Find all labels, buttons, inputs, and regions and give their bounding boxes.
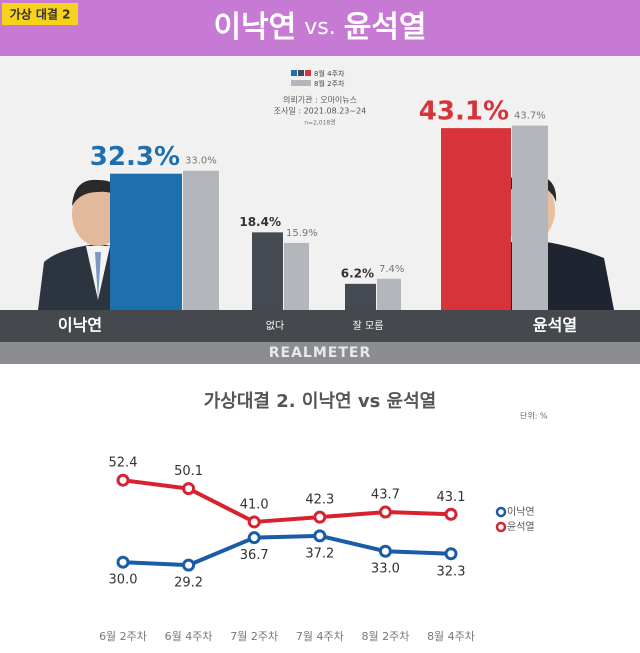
x-tick-label: 8월 4주차 bbox=[427, 630, 475, 643]
banner-title: 이낙연 vs. 윤석열 bbox=[213, 10, 426, 45]
value-label: 43.7% bbox=[514, 111, 546, 122]
legend-label: 윤석열 bbox=[507, 521, 535, 533]
value-label: 36.7 bbox=[240, 548, 269, 563]
value-label: 43.1 bbox=[437, 490, 466, 505]
value-label: 50.1 bbox=[174, 464, 203, 479]
point bbox=[116, 555, 130, 569]
x-tick-label: 6월 2주차 bbox=[99, 630, 147, 643]
x-tick-label: 6월 4주차 bbox=[165, 630, 213, 643]
value-label: 43.7 bbox=[371, 488, 400, 503]
category-label: 잘 모름 bbox=[353, 320, 384, 332]
survey-date: 조사일 : 2021.08.23~24 bbox=[274, 107, 367, 116]
value-label: 43.1% bbox=[419, 97, 509, 127]
brand-strip bbox=[0, 342, 640, 364]
category-label: 이낙연 bbox=[58, 316, 102, 335]
title-right: 윤석열 bbox=[344, 10, 427, 45]
x-tick-label: 7월 4주차 bbox=[296, 630, 344, 643]
category-label: 윤석열 bbox=[533, 316, 577, 335]
unit: 단위: % bbox=[520, 411, 548, 421]
tag-box bbox=[2, 3, 78, 25]
point bbox=[444, 547, 458, 561]
bar bbox=[377, 278, 401, 310]
legend-swatch bbox=[298, 70, 304, 76]
point bbox=[313, 510, 327, 524]
label-strip bbox=[0, 310, 640, 342]
point bbox=[182, 558, 196, 572]
banner bbox=[0, 0, 640, 56]
value-label: 30.0 bbox=[109, 573, 138, 588]
bar bbox=[284, 242, 309, 310]
legend-swatch bbox=[291, 80, 311, 86]
x-tick-label: 7월 2주차 bbox=[230, 630, 278, 643]
legend-label: 이낙연 bbox=[507, 506, 535, 518]
value-label: 33.0% bbox=[185, 156, 217, 167]
legend-marker bbox=[495, 506, 507, 518]
legend-swatch bbox=[305, 70, 311, 76]
value-label: 15.9% bbox=[286, 228, 318, 239]
value-label: 33.0 bbox=[371, 562, 400, 577]
title-vs: vs. bbox=[304, 15, 335, 40]
category-label: 없다 bbox=[266, 319, 284, 332]
value-label: 18.4% bbox=[239, 215, 281, 229]
bar bbox=[183, 170, 219, 310]
value-label: 29.2 bbox=[174, 576, 203, 591]
value-label: 7.4% bbox=[379, 264, 404, 275]
legend-swatch bbox=[291, 70, 297, 76]
point bbox=[116, 473, 130, 487]
line-title: 가상대결 2. 이낙연 vs 윤석열 bbox=[204, 391, 436, 412]
point bbox=[247, 531, 261, 545]
value-label: 32.3 bbox=[437, 564, 466, 579]
point bbox=[444, 507, 458, 521]
bar bbox=[441, 128, 511, 310]
value-label: 32.3% bbox=[90, 142, 180, 172]
bar bbox=[345, 283, 376, 310]
sample: n=2,018명 bbox=[304, 119, 336, 127]
bar bbox=[252, 232, 283, 310]
source: 의뢰기관 : 오마이뉴스 bbox=[283, 95, 357, 105]
value-label: 37.2 bbox=[305, 546, 334, 561]
point bbox=[378, 544, 392, 558]
title-left: 이낙연 bbox=[213, 10, 296, 45]
value-label: 6.2% bbox=[341, 266, 374, 280]
legend-marker bbox=[495, 521, 507, 533]
point bbox=[313, 529, 327, 543]
legend-label: 8월 4주차 bbox=[314, 69, 345, 78]
point bbox=[182, 482, 196, 496]
line bbox=[122, 478, 452, 524]
x-tick-label: 8월 2주차 bbox=[361, 630, 409, 643]
brand: REALMETER bbox=[269, 345, 372, 361]
line bbox=[122, 533, 452, 568]
value-label: 52.4 bbox=[109, 456, 138, 471]
bar bbox=[512, 125, 548, 310]
tag: 가상 대결 2 bbox=[10, 7, 71, 22]
legend-label: 8월 2주차 bbox=[314, 79, 345, 88]
point bbox=[247, 515, 261, 529]
bar bbox=[110, 173, 182, 310]
value-label: 42.3 bbox=[305, 493, 334, 508]
value-label: 41.0 bbox=[240, 497, 269, 512]
point bbox=[378, 505, 392, 519]
